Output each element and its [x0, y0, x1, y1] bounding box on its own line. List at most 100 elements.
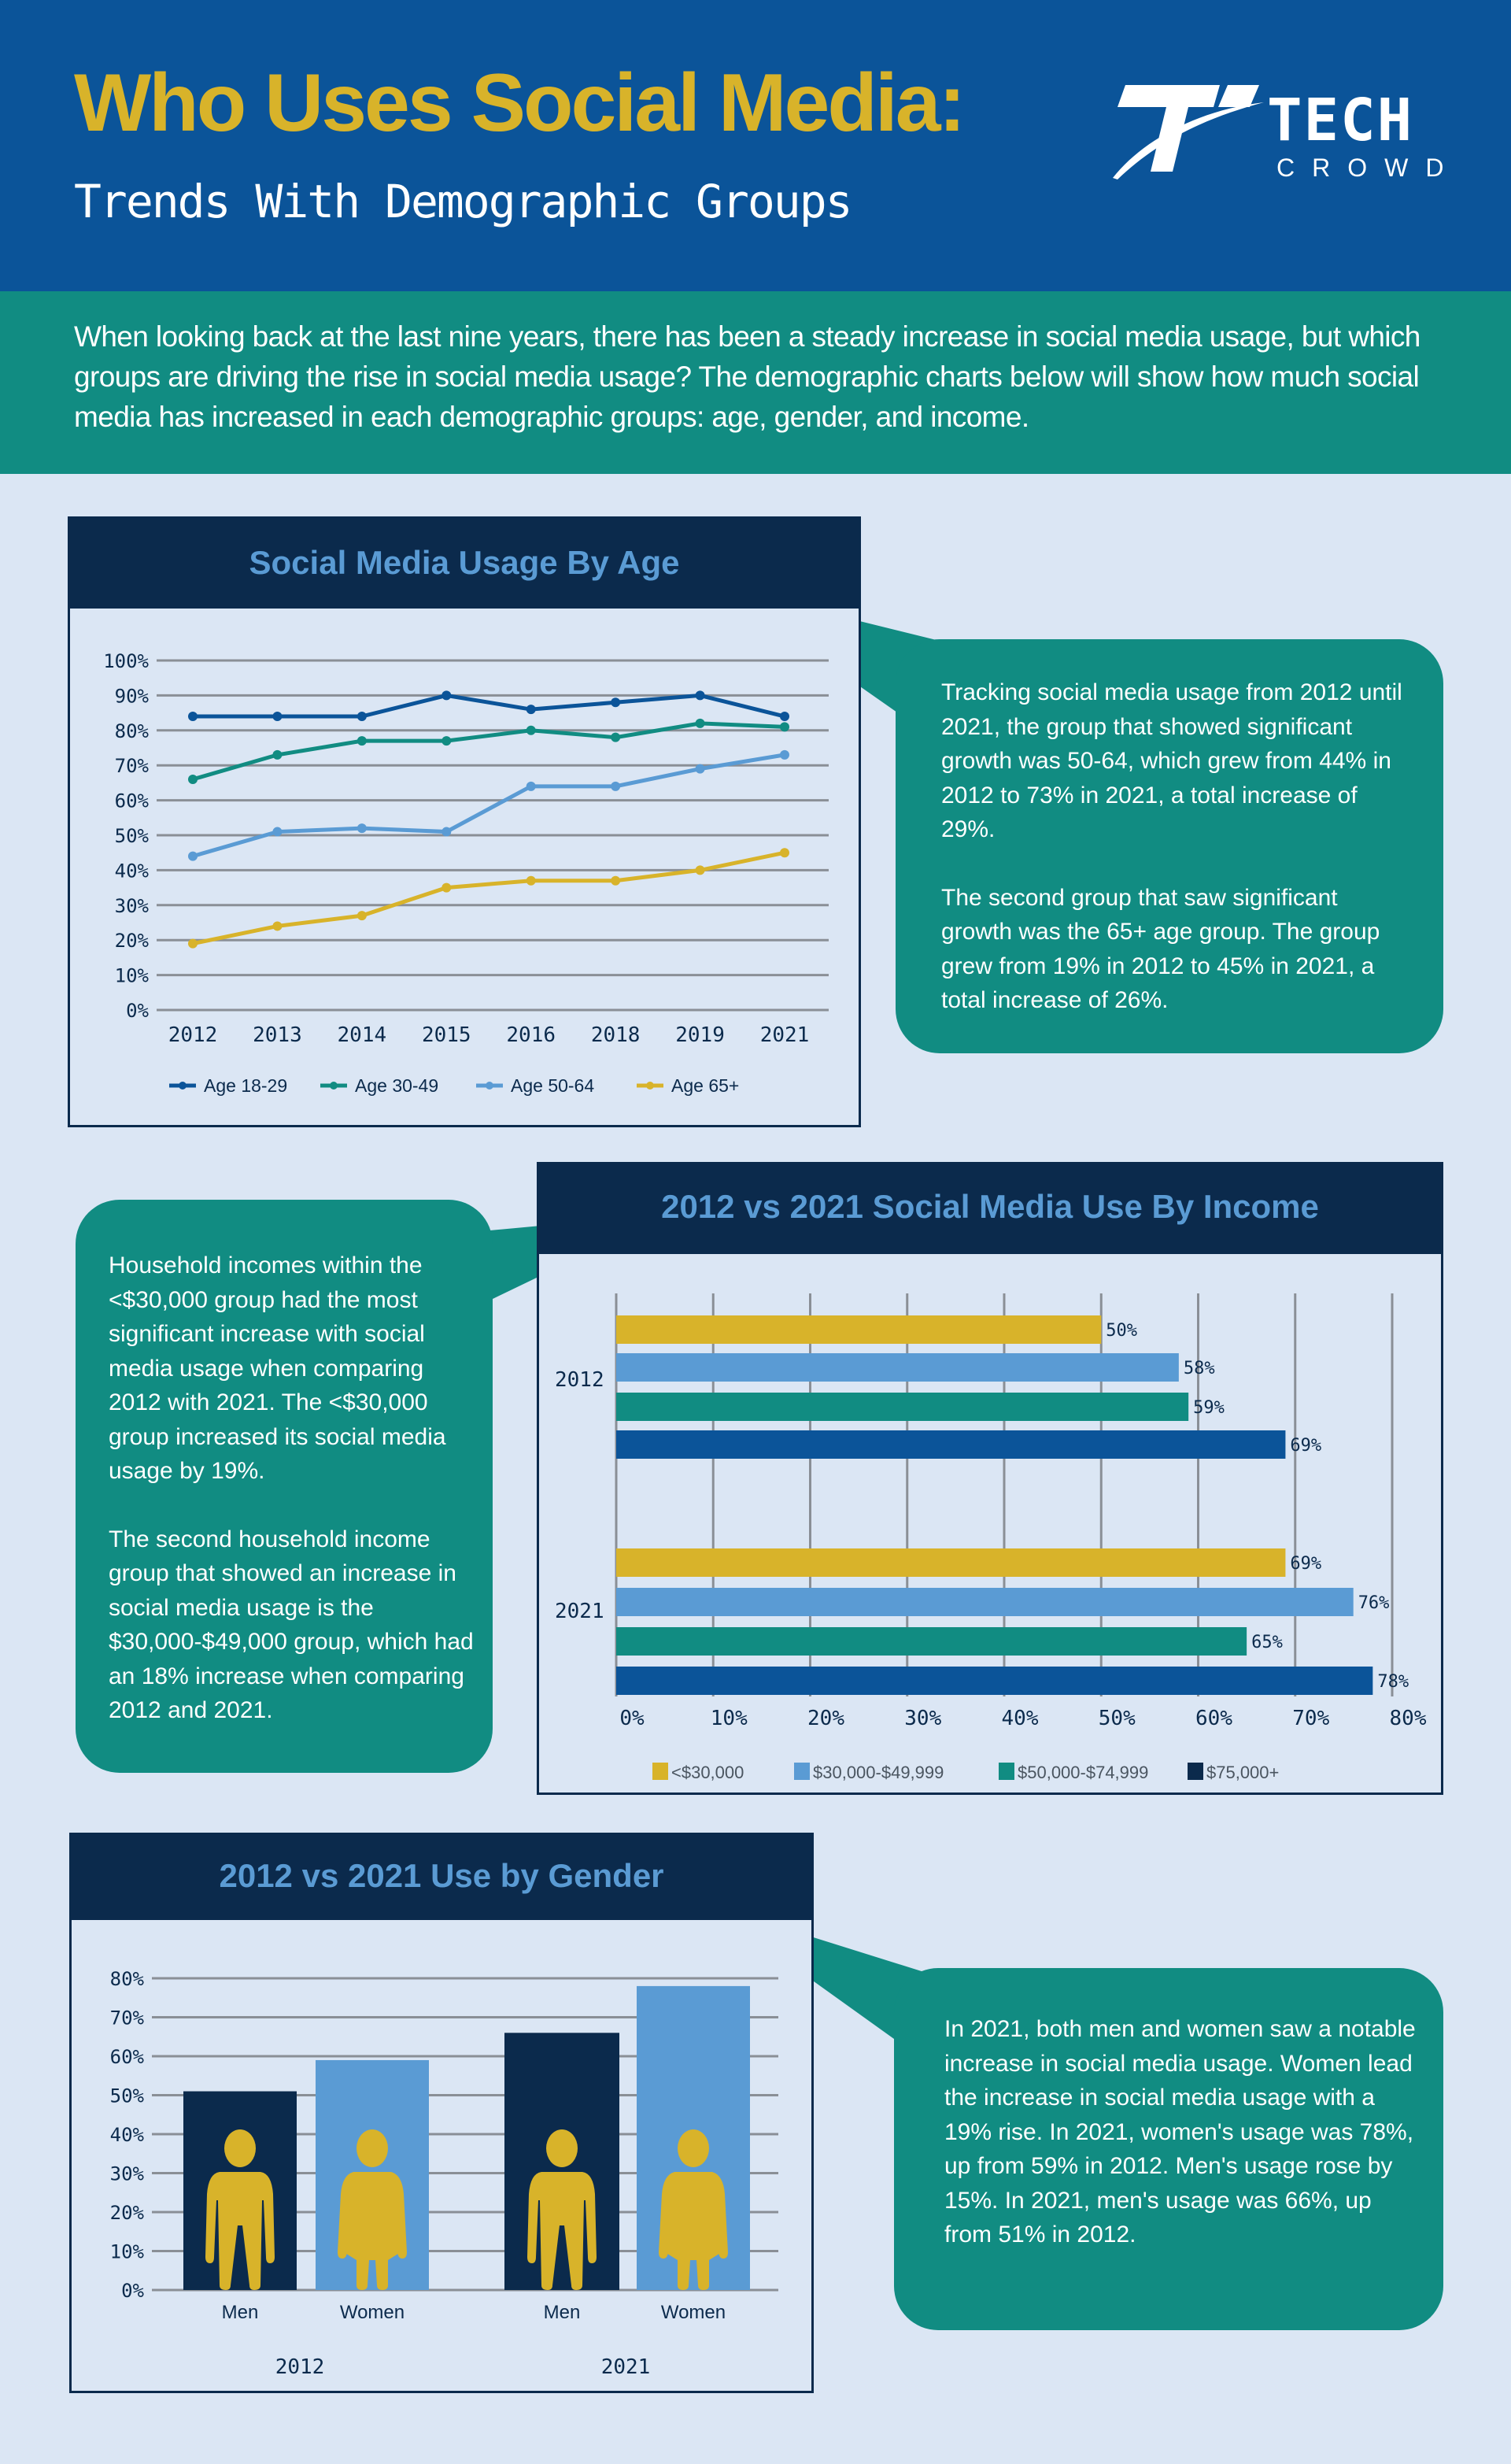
data-label: 58% [1184, 1359, 1215, 1378]
y-tick-label: 80% [115, 720, 150, 742]
legend-marker [179, 1082, 187, 1090]
intro-band [0, 291, 1511, 474]
x-tick-label: 2012 [168, 1023, 218, 1047]
x-tick-label: 40% [1002, 1707, 1039, 1730]
data-point [441, 827, 452, 837]
income-callout-text-2: The second household income group that s… [109, 1526, 474, 1724]
data-point [526, 725, 536, 735]
data-point [357, 823, 367, 834]
data-point [780, 848, 789, 858]
data-point [526, 875, 536, 886]
bar [616, 1315, 1102, 1344]
group-label: 2021 [555, 1600, 604, 1623]
legend-label: Age 50-64 [511, 1075, 594, 1096]
data-label: 69% [1290, 1554, 1321, 1574]
y-tick-label: 60% [115, 790, 150, 812]
intro-text: When looking back at the last nine years… [74, 320, 1420, 433]
gender-callout: In 2021, both men and women saw a notabl… [894, 1968, 1443, 2330]
tech-crowd-logo: TECH CROWD [1113, 85, 1456, 181]
data-point [526, 781, 536, 791]
y-tick-label: 10% [110, 2241, 145, 2263]
data-label: 78% [1377, 1672, 1409, 1692]
y-tick-label: 50% [110, 2085, 145, 2107]
age-line-chart: 0% 10% 20% 30% 40% 50% 60% 70% 80% 90% 100% 2012 201… [103, 650, 829, 1096]
data-point [780, 712, 789, 722]
legend-label: $50,000-$74,999 [1018, 1763, 1148, 1782]
data-point [611, 875, 621, 886]
group-label: 2012 [275, 2355, 325, 2379]
series-line-2 [192, 753, 785, 859]
legend-marker [330, 1082, 338, 1090]
data-point [357, 712, 367, 722]
x-tick-label: 2016 [506, 1023, 556, 1047]
x-tick-label: 2021 [760, 1023, 810, 1047]
data-label: 50% [1106, 1321, 1137, 1341]
data-label: 65% [1251, 1633, 1283, 1652]
bar [616, 1588, 1354, 1616]
data-label: 69% [1290, 1436, 1321, 1456]
data-point [272, 749, 283, 760]
category-label: Women [661, 2302, 726, 2323]
income-chart-card: 2012 vs 2021 Social Media Use By Income … [537, 1162, 1443, 1795]
bar [616, 1353, 1179, 1382]
x-tick-label: 60% [1195, 1707, 1232, 1730]
logo-mark-icon [1118, 85, 1259, 172]
x-tick-label: 80% [1390, 1707, 1427, 1730]
x-tick-label: 10% [711, 1707, 748, 1730]
x-tick-label: 2019 [675, 1023, 725, 1047]
age-callout-text-2: The second group that saw significant gr… [941, 884, 1380, 1014]
logo-word-tech: TECH [1267, 87, 1413, 154]
income-callout-text-1: Household incomes within the <$30,000 gr… [109, 1252, 446, 1484]
logo-word-crowd: CROWD [1276, 154, 1456, 181]
page-title: Who Uses Social Media: [74, 57, 966, 149]
y-tick-label: 30% [110, 2163, 145, 2185]
series-line-3 [192, 850, 785, 946]
data-point [188, 712, 198, 722]
data-point [780, 749, 789, 760]
series-line-0 [193, 693, 785, 719]
data-point [611, 781, 621, 791]
group-label: 2021 [601, 2355, 651, 2379]
age-callout-text-1: Tracking social media usage from 2012 un… [941, 679, 1402, 842]
y-tick-label: 50% [115, 825, 150, 847]
data-point [188, 851, 198, 861]
data-point [780, 722, 789, 732]
y-tick-label: 20% [115, 930, 150, 952]
bar [616, 1667, 1373, 1695]
category-label: Men [222, 2302, 259, 2323]
legend-label: Age 65+ [671, 1075, 739, 1096]
data-point [188, 938, 198, 949]
bar [616, 1393, 1189, 1421]
y-tick-label: 100% [103, 650, 149, 672]
x-tick-label: 2014 [338, 1023, 387, 1047]
age-chart-title: Social Media Usage By Age [70, 519, 859, 609]
x-tick-label: 70% [1292, 1707, 1329, 1730]
x-tick-label: 2018 [591, 1023, 641, 1047]
y-tick-label: 40% [110, 2124, 145, 2146]
header-banner [0, 0, 1511, 291]
data-point [611, 732, 621, 742]
category-label: Men [544, 2302, 581, 2323]
y-tick-label: 90% [115, 685, 150, 707]
data-point [357, 736, 367, 746]
y-tick-label: 20% [110, 2202, 145, 2224]
y-tick-label: 70% [115, 755, 150, 777]
y-tick-label: 80% [110, 1968, 145, 1990]
y-tick-label: 0% [126, 1000, 149, 1022]
data-label: 59% [1193, 1398, 1225, 1418]
income-bar-chart: 0% 10% 20% 30% 40% 50% 60% 70% 80% 2012 50% 58% 59% 6… [555, 1293, 1427, 1782]
category-label: Women [340, 2302, 405, 2323]
data-point [441, 882, 452, 893]
legend-label: Age 30-49 [355, 1075, 438, 1096]
legend-swatch [794, 1763, 810, 1780]
legend-label: <$30,000 [671, 1763, 744, 1782]
bar [616, 1627, 1247, 1656]
data-point [695, 764, 705, 774]
income-callout: Household incomes within the <$30,000 gr… [76, 1200, 493, 1773]
data-point [526, 705, 536, 715]
data-point [611, 697, 621, 708]
y-tick-label: 0% [121, 2280, 144, 2302]
x-tick-label: 20% [807, 1707, 844, 1730]
data-point [272, 827, 283, 837]
bar [616, 1548, 1286, 1577]
